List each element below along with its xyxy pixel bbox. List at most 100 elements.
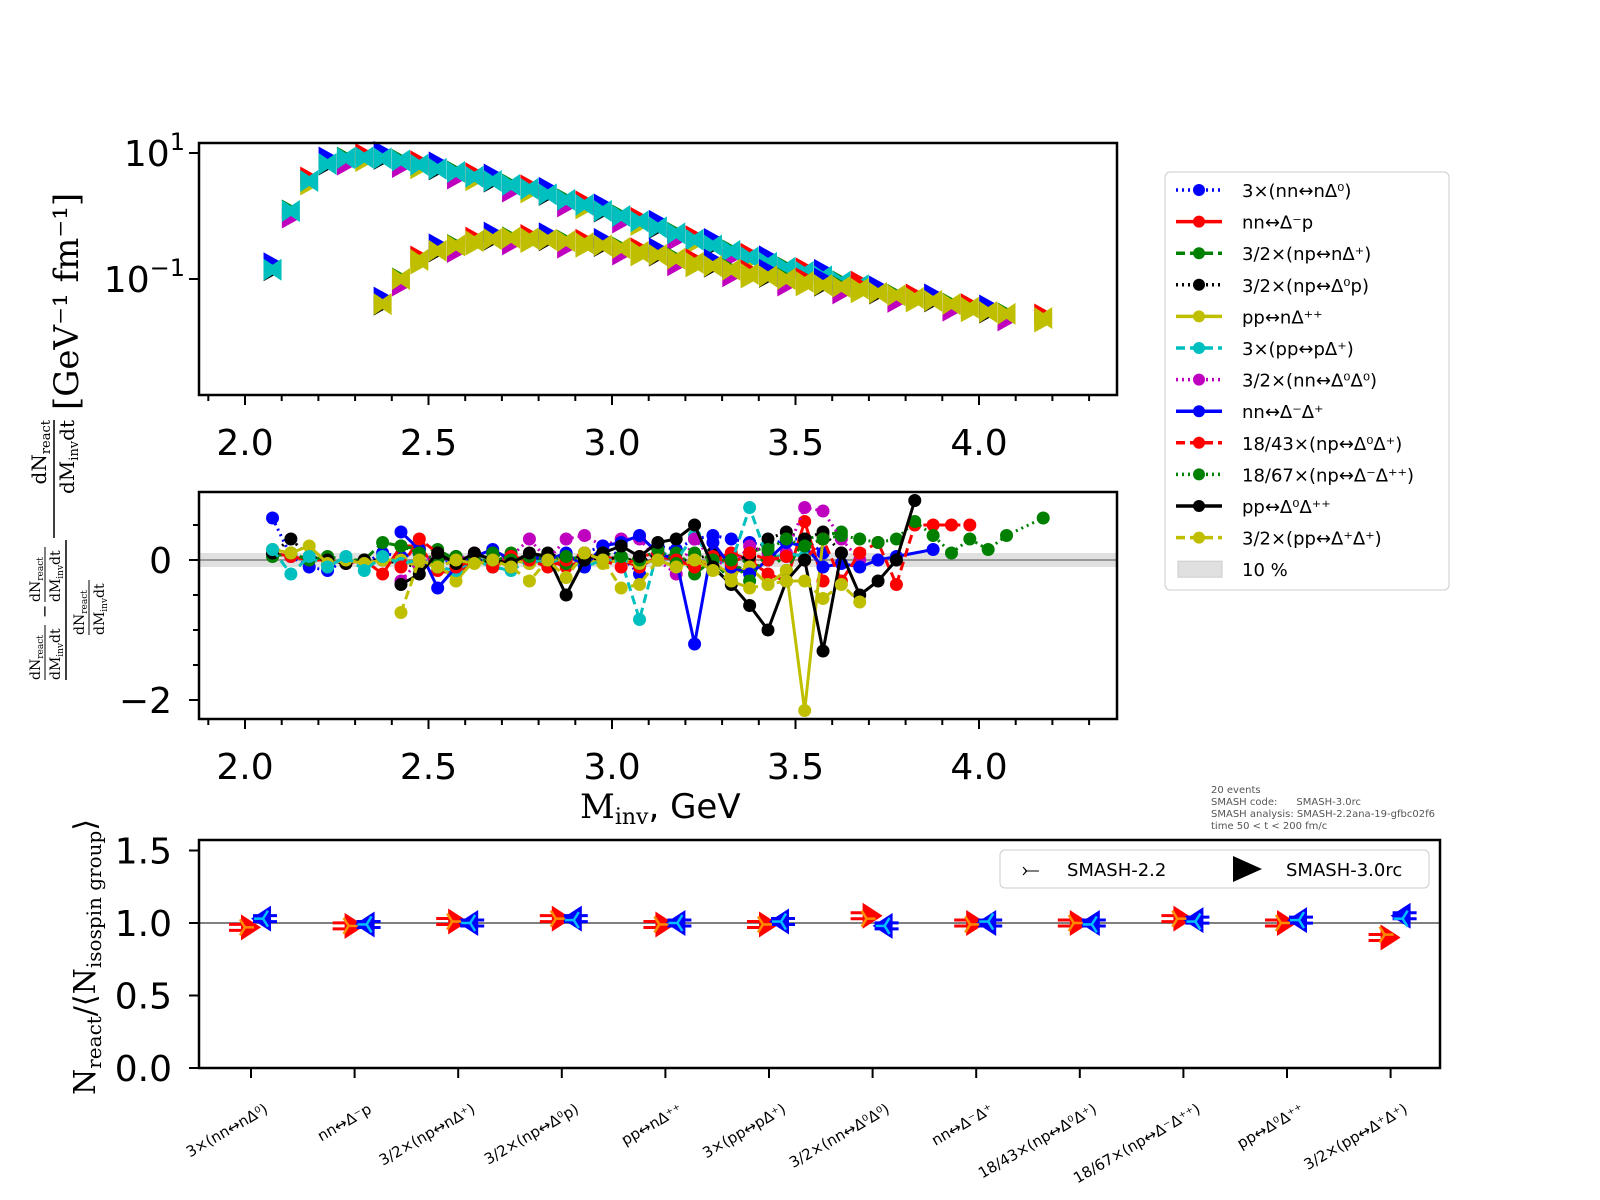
category-label: 3/2×(np↔nΔ⁺) bbox=[376, 1100, 478, 1169]
data-point-marker bbox=[1034, 307, 1053, 330]
legend-marker bbox=[1193, 373, 1205, 386]
series-point bbox=[743, 501, 757, 514]
series-point bbox=[871, 536, 885, 549]
svg-text:dNreact: dNreact bbox=[72, 590, 90, 635]
data-point-marker bbox=[703, 255, 722, 278]
smash-2-2-marker bbox=[1378, 925, 1394, 944]
series-point bbox=[834, 529, 848, 542]
x-tick-label: 3.5 bbox=[767, 423, 824, 464]
legend-marker bbox=[1193, 247, 1205, 260]
top-y-label: [GeV⁻¹ fm⁻¹] dNreact dMinvdt bbox=[27, 193, 87, 538]
data-point-marker bbox=[428, 157, 447, 180]
data-point-marker bbox=[960, 296, 979, 319]
legend-label: 10 % bbox=[1242, 560, 1288, 581]
series-point bbox=[467, 546, 481, 560]
legend-marker bbox=[1193, 405, 1205, 418]
series-point bbox=[926, 543, 940, 556]
legend-label: 3/2×(np↔Δ⁰p) bbox=[1242, 276, 1369, 297]
data-point-marker bbox=[300, 169, 319, 192]
legend-label: 3/2×(np↔nΔ⁺) bbox=[1242, 244, 1371, 265]
series-point bbox=[394, 539, 408, 553]
data-point-marker bbox=[869, 281, 888, 304]
series-point bbox=[504, 560, 518, 574]
data-point-marker bbox=[685, 228, 704, 251]
top-ylabel-units: [GeV⁻¹ fm⁻¹] bbox=[47, 193, 87, 410]
legend-marker bbox=[1193, 184, 1205, 196]
series-point bbox=[743, 599, 757, 612]
category-label: 3×(pp↔pΔ⁺) bbox=[699, 1100, 789, 1162]
data-point-marker bbox=[520, 177, 539, 200]
series-point bbox=[944, 546, 958, 560]
data-point-marker bbox=[795, 270, 814, 293]
category-label: 3/2×(nn↔Δ⁰Δ⁰) bbox=[786, 1100, 892, 1172]
series-point bbox=[724, 553, 738, 567]
series-point bbox=[853, 532, 867, 546]
data-point-marker bbox=[648, 244, 667, 267]
legend-label: 18/43×(np↔Δ⁰Δ⁺) bbox=[1242, 434, 1402, 455]
series-point bbox=[669, 560, 683, 574]
series-line bbox=[400, 500, 917, 652]
smash-2-2-marker bbox=[1067, 914, 1083, 932]
data-point-marker bbox=[832, 275, 851, 298]
data-point-marker bbox=[557, 188, 576, 211]
ylabel-dN-up: dNreact bbox=[28, 635, 46, 680]
legend-label: nn↔Δ⁻p bbox=[1242, 213, 1313, 234]
data-point-marker bbox=[685, 251, 704, 274]
top-ylabel-num: dNreact bbox=[27, 419, 54, 484]
series-point bbox=[944, 518, 958, 532]
top-x-ticks: 2.0 2.5 3.0 3.5 4.0 bbox=[207, 395, 1091, 464]
series-point bbox=[651, 553, 665, 567]
smash-2-2-marker-icon: ⤚ bbox=[1022, 858, 1040, 883]
series-point bbox=[302, 539, 316, 553]
smash-2-2-marker bbox=[668, 914, 684, 932]
data-point-marker bbox=[593, 200, 612, 223]
legend-marker bbox=[1193, 436, 1205, 449]
series-point bbox=[522, 532, 536, 546]
x-tick-label: 3.0 bbox=[583, 423, 640, 464]
legend-band-swatch bbox=[1177, 560, 1223, 578]
smash-2-2-marker bbox=[772, 912, 788, 931]
series-point bbox=[394, 578, 408, 591]
smash-2-2-marker bbox=[254, 909, 270, 928]
smash-2-2-marker bbox=[446, 912, 462, 931]
middle-y-label: dNreact dMinvdt − dNreact dMinvdt dNreac… bbox=[28, 540, 110, 680]
series-point bbox=[394, 606, 408, 619]
top-data-marks bbox=[263, 140, 1053, 333]
series-point bbox=[889, 532, 903, 546]
legend-marker bbox=[1193, 278, 1205, 291]
series-point bbox=[614, 581, 628, 595]
bottom-y-label: Nreact/⟨Nisospin group⟩ bbox=[68, 819, 106, 1095]
series-point bbox=[926, 518, 940, 532]
data-point-marker bbox=[410, 249, 429, 272]
series-point bbox=[614, 550, 628, 563]
series-point bbox=[706, 564, 720, 577]
series-point bbox=[302, 550, 316, 563]
series-point bbox=[688, 518, 702, 532]
series-point bbox=[559, 550, 573, 563]
series-point bbox=[834, 578, 848, 591]
legend-label: 3/2×(pp↔Δ⁺Δ⁺) bbox=[1242, 529, 1382, 550]
x-tick-label: 2.5 bbox=[400, 747, 457, 788]
x-tick-label: 3.0 bbox=[583, 747, 640, 788]
smash-2-2-marker bbox=[860, 909, 876, 928]
series-point bbox=[963, 532, 977, 546]
data-point-marker bbox=[538, 183, 557, 206]
series-point bbox=[816, 644, 830, 658]
series-point bbox=[412, 532, 426, 546]
middle-panel: 2.0 2.5 3.0 3.5 4.0 0 −2 Minv, GeV dNreact dM… bbox=[28, 490, 1119, 830]
series-point bbox=[724, 574, 738, 588]
series-point bbox=[871, 553, 885, 567]
series-point bbox=[779, 532, 793, 546]
series-point bbox=[339, 550, 353, 563]
series-point bbox=[633, 529, 647, 542]
data-point-marker bbox=[373, 147, 392, 170]
data-point-marker bbox=[355, 146, 374, 169]
smash-2-2-marker bbox=[1082, 915, 1098, 934]
data-point-marker bbox=[447, 234, 466, 257]
series-point bbox=[284, 546, 298, 560]
smash-2-2-marker bbox=[653, 915, 669, 934]
series-point bbox=[816, 560, 830, 574]
data-point-marker bbox=[703, 234, 722, 257]
legend-label: 3×(nn↔nΔ⁰) bbox=[1242, 181, 1351, 202]
x-tick-label: 2.5 bbox=[400, 423, 457, 464]
